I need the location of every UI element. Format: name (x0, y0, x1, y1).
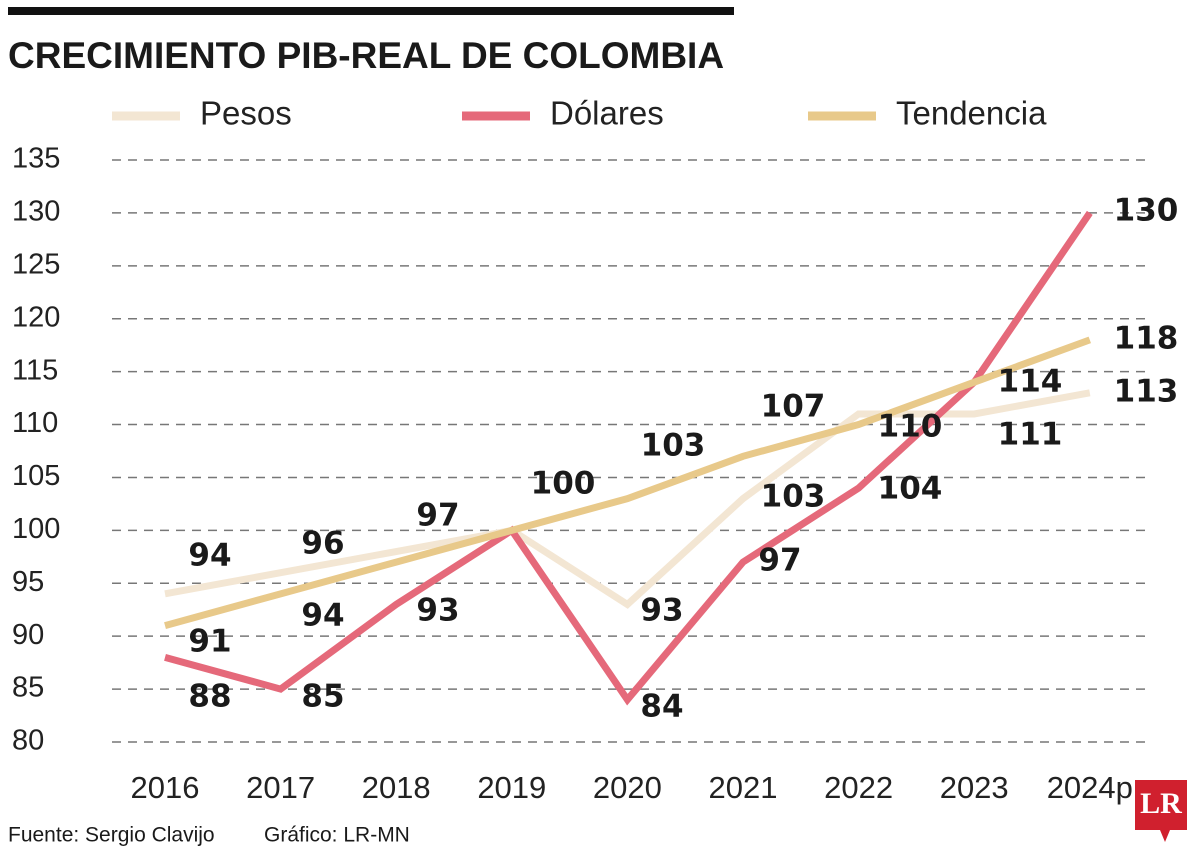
x-tick-label: 2016 (131, 770, 200, 805)
y-tick-label: 130 (12, 196, 60, 228)
y-tick-label: 115 (12, 354, 58, 386)
data-label: 110 (878, 409, 943, 445)
logo-box (1135, 780, 1187, 830)
x-tick-label: 2019 (477, 770, 546, 805)
data-label: 114 (998, 364, 1063, 400)
y-tick-label: 100 (12, 513, 60, 545)
x-tick-label: 2021 (709, 770, 778, 805)
data-label: 118 (1114, 321, 1179, 357)
x-tick-label: 2020 (593, 770, 662, 805)
data-label: 93 (416, 593, 459, 629)
legend-label: Pesos (200, 95, 292, 132)
y-tick-label: 90 (12, 619, 44, 651)
data-label: 88 (188, 679, 231, 715)
y-tick-label: 135 (12, 143, 60, 175)
y-tick-label: 120 (12, 301, 60, 333)
legend-label: Dólares (550, 95, 664, 132)
data-label: 113 (1114, 374, 1179, 410)
data-label: 96 (301, 526, 344, 562)
x-tick-label: 2017 (246, 770, 315, 805)
x-tick-label: 2018 (362, 770, 431, 805)
data-label: 103 (641, 428, 706, 464)
logo-tail (1160, 830, 1170, 842)
data-label: 103 (761, 479, 826, 515)
data-label: 94 (301, 598, 344, 634)
data-label: 91 (188, 624, 231, 660)
y-tick-label: 85 (12, 672, 44, 704)
series-line (164, 336, 1092, 629)
credit: Gráfico: LR-MN (264, 824, 410, 847)
top-bar (8, 7, 734, 15)
data-label: 130 (1114, 193, 1179, 229)
x-tick-label: 2022 (824, 770, 893, 805)
y-tick-label: 95 (12, 566, 44, 598)
data-label: 111 (998, 417, 1063, 453)
data-label: 100 (531, 466, 596, 502)
y-tick-label: 125 (12, 248, 60, 280)
logo: LR (1135, 780, 1187, 842)
y-tick-label: 110 (12, 407, 58, 439)
data-label: 97 (416, 498, 459, 534)
y-tick-label: 80 (12, 725, 44, 757)
y-tick-label: 105 (12, 460, 60, 492)
data-label: 94 (188, 538, 231, 574)
data-label: 85 (301, 679, 344, 715)
data-label: 93 (640, 593, 683, 629)
data-label: 107 (761, 389, 826, 425)
data-label: 84 (640, 689, 683, 725)
series-line (164, 210, 1093, 706)
chart-title: CRECIMIENTO PIB-REAL DE COLOMBIA (8, 35, 724, 76)
x-tick-label: 2023 (940, 770, 1009, 805)
legend-label: Tendencia (896, 95, 1047, 132)
x-tick-label: 2024p (1047, 770, 1133, 805)
data-label: 104 (878, 471, 943, 507)
logo-text: LR (1140, 787, 1182, 820)
data-label: 97 (758, 543, 801, 579)
source: Fuente: Sergio Clavijo (8, 824, 215, 847)
